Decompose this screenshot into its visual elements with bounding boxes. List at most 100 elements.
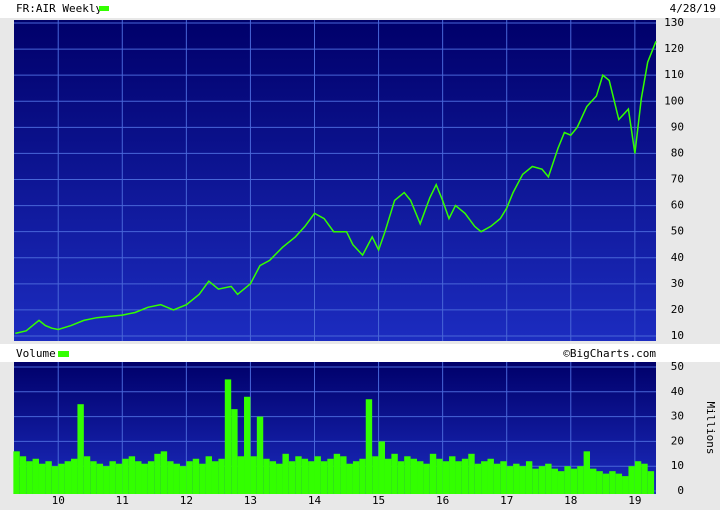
volume-bar bbox=[583, 451, 591, 494]
chart-title: FR:AIR Weekly bbox=[16, 2, 102, 15]
volume-bar bbox=[301, 458, 309, 494]
volume-bar bbox=[340, 456, 347, 494]
volume-bar bbox=[352, 461, 360, 494]
volume-bar bbox=[64, 461, 72, 494]
volume-bar bbox=[577, 466, 584, 494]
volume-bar bbox=[19, 456, 27, 494]
volume-bar bbox=[13, 451, 20, 494]
volume-bar bbox=[429, 453, 437, 494]
volume-bar bbox=[384, 458, 392, 494]
volume-bar bbox=[538, 466, 546, 494]
volume-bar bbox=[570, 468, 578, 494]
volume-bar bbox=[186, 461, 193, 494]
volume-bar bbox=[58, 463, 65, 494]
volume-bar bbox=[404, 456, 411, 494]
x-tick-label: 14 bbox=[308, 494, 322, 507]
volume-bar bbox=[615, 473, 623, 494]
x-tick-label: 12 bbox=[180, 494, 193, 507]
y-tick-label: 0 bbox=[677, 484, 684, 497]
volume-bar bbox=[506, 466, 514, 494]
volume-bar bbox=[500, 461, 507, 494]
volume-bar bbox=[288, 461, 296, 494]
y-tick-label: 10 bbox=[671, 459, 684, 472]
legend-swatch bbox=[99, 6, 109, 11]
volume-bar bbox=[525, 461, 533, 494]
volume-bar bbox=[167, 461, 174, 494]
volume-bar bbox=[269, 461, 277, 494]
credit: ©BigCharts.com bbox=[563, 347, 656, 360]
y-tick-label: 30 bbox=[671, 277, 684, 290]
volume-bar bbox=[487, 458, 494, 494]
volume-bar bbox=[109, 461, 116, 494]
y-axis-label: Millions bbox=[704, 402, 717, 455]
y-tick-label: 10 bbox=[671, 329, 684, 342]
volume-bar bbox=[135, 461, 142, 494]
volume-bar bbox=[481, 461, 488, 494]
volume-bar bbox=[641, 463, 648, 494]
volume-bar bbox=[320, 461, 328, 494]
y-tick-label: 90 bbox=[671, 120, 684, 133]
y-tick-label: 70 bbox=[671, 173, 684, 186]
volume-bar bbox=[417, 461, 424, 494]
volume-bar bbox=[115, 463, 123, 494]
volume-bar bbox=[359, 458, 366, 494]
y-tick-label: 130 bbox=[664, 16, 684, 29]
volume-bar bbox=[103, 466, 110, 494]
volume-bar bbox=[199, 463, 206, 494]
volume-bar bbox=[397, 461, 405, 494]
volume-bar bbox=[557, 471, 565, 494]
legend-swatch bbox=[58, 351, 69, 357]
volume-bar bbox=[45, 461, 52, 494]
x-tick-label: 18 bbox=[564, 494, 577, 507]
volume-bar bbox=[263, 458, 270, 494]
x-tick-label: 15 bbox=[372, 494, 385, 507]
volume-bar bbox=[51, 466, 59, 494]
volume-strip bbox=[0, 344, 720, 362]
volume-bar bbox=[365, 399, 373, 494]
volume-bar bbox=[461, 458, 469, 494]
volume-bar bbox=[192, 458, 200, 494]
y-tick-label: 120 bbox=[664, 42, 684, 55]
volume-bar bbox=[391, 453, 398, 494]
volume-bar bbox=[32, 458, 39, 494]
x-tick-label: 16 bbox=[436, 494, 449, 507]
volume-bar bbox=[71, 458, 78, 494]
volume-bar bbox=[442, 461, 450, 494]
volume-bar bbox=[282, 453, 289, 494]
volume-bar bbox=[449, 456, 456, 494]
volume-bar bbox=[147, 461, 155, 494]
x-tick-label: 11 bbox=[116, 494, 129, 507]
volume-bar bbox=[378, 441, 385, 494]
volume-bar bbox=[160, 451, 168, 494]
volume-bar bbox=[96, 463, 104, 494]
volume-bar bbox=[244, 396, 251, 494]
header-strip bbox=[0, 0, 720, 18]
volume-bar bbox=[410, 458, 418, 494]
volume-bar bbox=[609, 471, 616, 494]
volume-bar bbox=[77, 404, 84, 494]
volume-bar bbox=[564, 466, 571, 494]
y-tick-label: 40 bbox=[671, 251, 684, 264]
volume-bar bbox=[455, 461, 462, 494]
price-panel bbox=[14, 20, 656, 341]
price-line bbox=[15, 41, 657, 335]
volume-bar bbox=[333, 453, 341, 494]
volume-bar bbox=[179, 466, 187, 494]
volume-bar bbox=[218, 458, 225, 494]
volume-bar bbox=[38, 463, 46, 494]
volume-bar bbox=[276, 463, 283, 494]
volume-bar bbox=[154, 453, 161, 494]
volume-bar bbox=[436, 458, 443, 494]
volume-bar bbox=[622, 476, 629, 494]
x-tick-label: 19 bbox=[628, 494, 641, 507]
volume-bar bbox=[532, 468, 539, 494]
x-tick-label: 13 bbox=[244, 494, 257, 507]
y-tick-label: 60 bbox=[671, 199, 684, 212]
volume-bar bbox=[295, 456, 302, 494]
x-tick-label: 10 bbox=[52, 494, 65, 507]
volume-bar bbox=[205, 456, 212, 494]
y-tick-label: 20 bbox=[671, 303, 684, 316]
volume-bar bbox=[231, 409, 238, 494]
volume-bar bbox=[250, 456, 257, 494]
